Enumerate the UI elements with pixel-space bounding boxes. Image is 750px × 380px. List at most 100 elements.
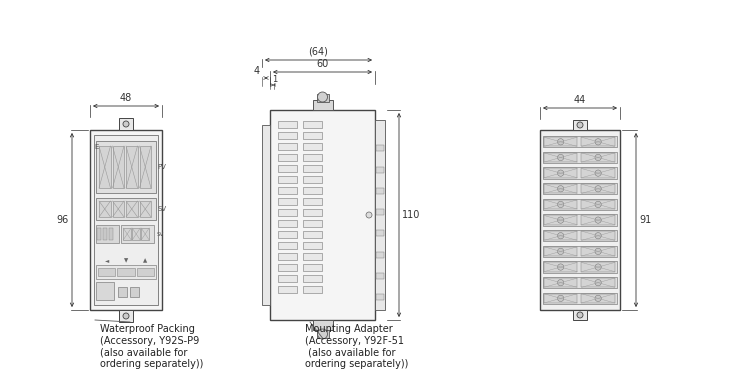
Bar	[303, 275, 322, 282]
Text: ▼: ▼	[124, 258, 128, 263]
Bar	[316, 94, 328, 102]
Bar	[118, 287, 127, 297]
Bar	[544, 184, 578, 193]
Bar	[112, 146, 124, 188]
Bar	[376, 166, 384, 173]
Bar	[540, 130, 620, 310]
Bar	[303, 154, 322, 161]
Circle shape	[595, 280, 602, 286]
Bar	[136, 268, 154, 276]
Bar	[112, 201, 124, 217]
Bar	[278, 286, 297, 293]
Circle shape	[577, 312, 583, 318]
Text: 110: 110	[402, 210, 420, 220]
Bar	[544, 278, 578, 287]
Bar	[581, 215, 615, 225]
Bar	[303, 253, 322, 260]
Text: Mounting Adapter
(Accessory, Y92F-51
 (also available for
ordering separately)): Mounting Adapter (Accessory, Y92F-51 (al…	[305, 324, 408, 369]
Bar	[316, 330, 328, 338]
Bar	[303, 198, 322, 205]
Circle shape	[557, 264, 564, 270]
Circle shape	[557, 170, 564, 176]
Bar	[543, 152, 617, 163]
Bar	[278, 275, 297, 282]
Bar	[278, 253, 297, 260]
Bar	[96, 265, 156, 279]
Bar	[313, 320, 332, 330]
Circle shape	[595, 185, 602, 192]
Circle shape	[595, 201, 602, 207]
Bar	[278, 132, 297, 139]
Bar	[581, 231, 615, 241]
Bar	[581, 200, 615, 209]
Circle shape	[595, 217, 602, 223]
Bar	[96, 282, 114, 300]
Circle shape	[595, 248, 602, 255]
Bar	[544, 294, 578, 303]
Bar	[376, 273, 384, 279]
Text: SV: SV	[157, 206, 166, 212]
Bar	[573, 120, 587, 130]
Bar	[303, 187, 322, 194]
Bar	[544, 215, 578, 225]
Bar	[543, 293, 617, 304]
Bar	[543, 261, 617, 273]
Circle shape	[557, 233, 564, 239]
Bar	[544, 263, 578, 272]
Text: E: E	[94, 144, 98, 150]
Bar	[119, 310, 133, 322]
Bar	[303, 143, 322, 150]
Circle shape	[123, 313, 129, 319]
Bar	[126, 146, 137, 188]
Circle shape	[557, 139, 564, 145]
Text: ▲: ▲	[143, 258, 148, 263]
Text: Waterproof Packing
(Accessory, Y92S-P9
(also available for
ordering separately)): Waterproof Packing (Accessory, Y92S-P9 (…	[100, 324, 203, 369]
Bar	[103, 228, 107, 240]
Bar	[123, 228, 131, 240]
Text: PV: PV	[157, 164, 166, 170]
Bar	[278, 264, 297, 271]
Circle shape	[595, 233, 602, 239]
Circle shape	[557, 295, 564, 301]
Bar	[581, 247, 615, 256]
Bar	[544, 153, 578, 162]
Bar	[278, 165, 297, 172]
Bar	[581, 263, 615, 272]
Bar	[278, 198, 297, 205]
Bar	[90, 130, 162, 310]
Text: 91: 91	[639, 215, 651, 225]
Text: ◄: ◄	[104, 258, 109, 263]
Bar	[278, 209, 297, 216]
Bar	[119, 118, 133, 130]
Circle shape	[595, 154, 602, 161]
Bar	[303, 176, 322, 183]
Bar	[581, 294, 615, 303]
Bar	[278, 242, 297, 249]
Bar	[130, 287, 139, 297]
Bar	[99, 201, 110, 217]
Bar	[581, 168, 615, 178]
Bar	[99, 146, 110, 188]
Bar	[303, 165, 322, 172]
Bar	[313, 100, 332, 110]
Bar	[544, 137, 578, 146]
Bar	[122, 225, 154, 243]
Bar	[278, 176, 297, 183]
Circle shape	[366, 212, 372, 218]
Bar	[376, 294, 384, 300]
Bar	[303, 242, 322, 249]
Bar	[581, 153, 615, 162]
Bar	[581, 278, 615, 287]
Circle shape	[557, 201, 564, 207]
Text: 60: 60	[316, 59, 328, 69]
Text: 4: 4	[254, 66, 260, 76]
Bar	[543, 214, 617, 226]
Bar	[544, 231, 578, 241]
Bar	[94, 135, 158, 305]
Circle shape	[557, 217, 564, 223]
Circle shape	[123, 121, 129, 127]
Bar	[303, 220, 322, 227]
Bar	[543, 136, 617, 147]
Bar	[303, 121, 322, 128]
Circle shape	[595, 170, 602, 176]
